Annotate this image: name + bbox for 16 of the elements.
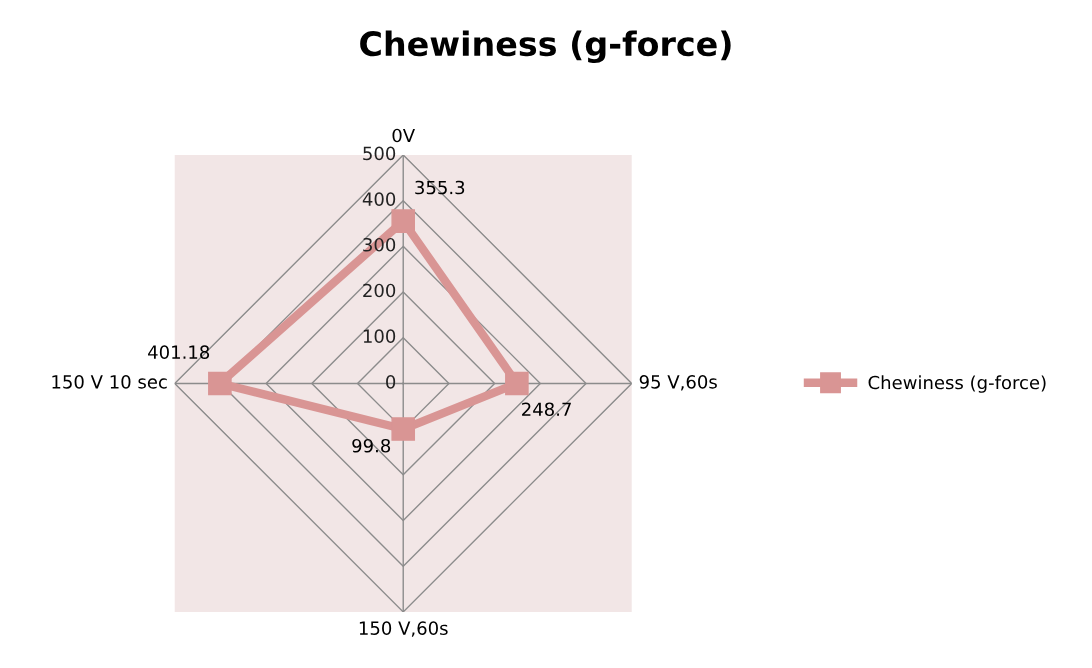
y-tick-label: 400 <box>362 192 396 206</box>
chart-title: Chewiness (g-force) <box>360 30 731 64</box>
data-label: 99.8 <box>352 438 391 453</box>
y-tick-label: 200 <box>363 283 396 298</box>
data-label: 355.3 <box>415 180 465 195</box>
spoke-label: 95 V,60s <box>639 375 717 391</box>
spoke-label: 150 V,60s <box>359 621 448 637</box>
y-tick-label: 0 <box>386 375 396 389</box>
data-label: 401.18 <box>148 345 210 359</box>
legend-label: Chewiness (g-force) <box>868 375 1046 393</box>
data-label: 248.7 <box>522 402 571 417</box>
spoke-label: 0V <box>392 128 415 143</box>
y-tick-label: 500 <box>363 146 396 161</box>
spoke-label: 150 V 10 sec <box>52 375 167 389</box>
y-tick-label: 300 <box>363 237 396 252</box>
y-tick-label: 100 <box>363 329 396 343</box>
